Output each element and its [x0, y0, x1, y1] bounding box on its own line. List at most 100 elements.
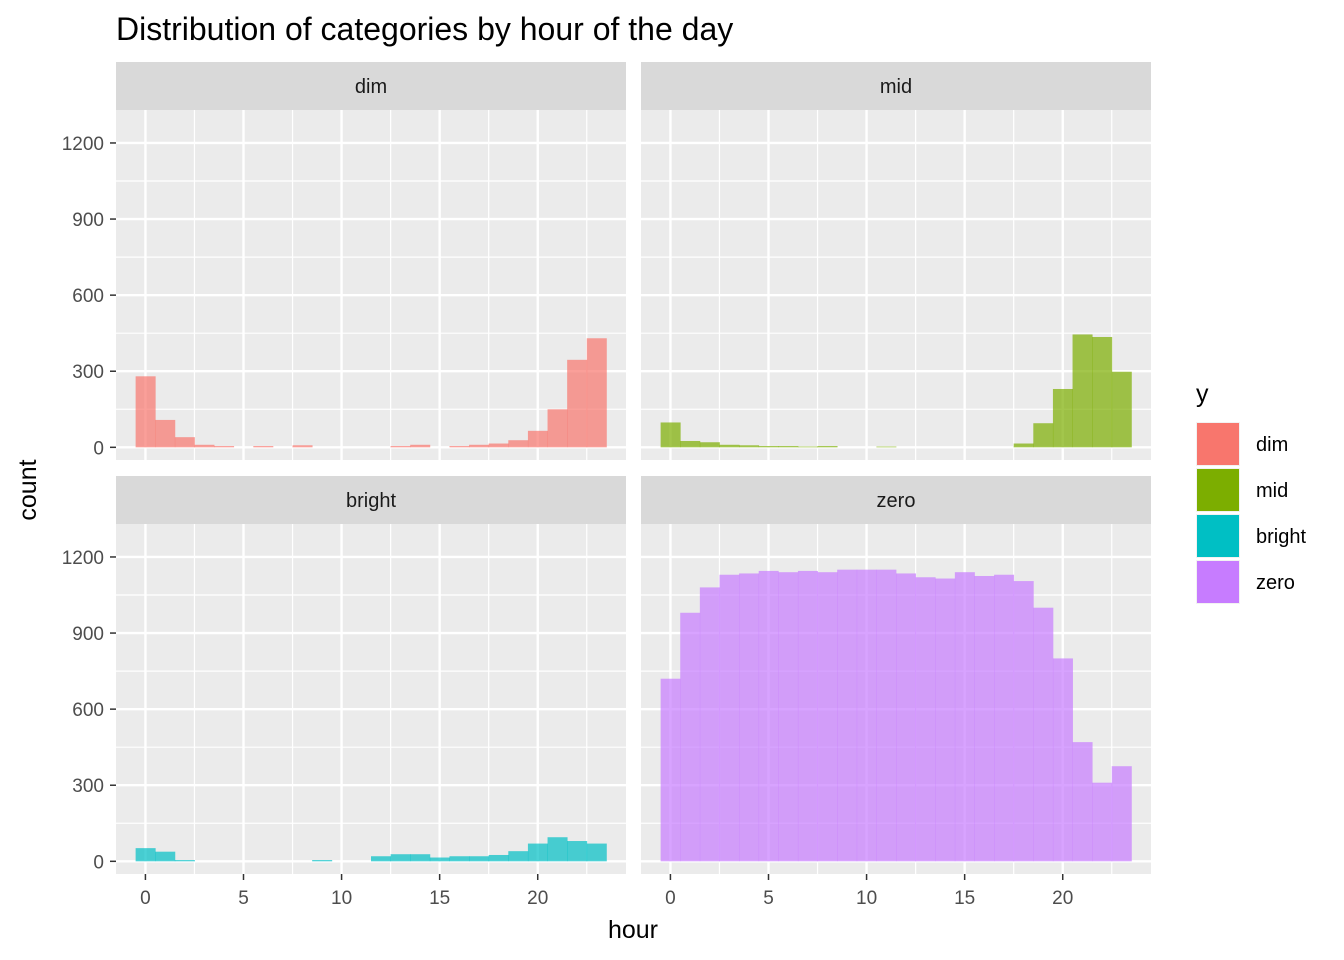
bar-dim-2 — [174, 437, 195, 448]
strip-dim — [116, 62, 626, 110]
bar-zero-11 — [876, 569, 897, 862]
bar-bright-1 — [155, 851, 176, 862]
bar-zero-2 — [699, 587, 720, 862]
bar-bright-19 — [508, 851, 529, 862]
bar-mid-6 — [778, 446, 799, 448]
bar-dim-20 — [527, 430, 548, 448]
bar-bright-16 — [449, 856, 470, 862]
strip-zero — [641, 476, 1151, 524]
bar-bright-20 — [527, 843, 548, 862]
strip-mid — [641, 62, 1151, 110]
bar-bright-0 — [135, 848, 156, 862]
bar-zero-14 — [935, 578, 956, 862]
y-tick-label: 0 — [93, 438, 104, 459]
legend-label-dim: dim — [1256, 434, 1288, 456]
legend-swatch-mid — [1197, 469, 1239, 511]
bar-bright-15 — [429, 857, 450, 862]
panel-bright: bright 0 300 600 900 1200 0 5 10 15 20 — [62, 476, 626, 909]
plot-background-dim — [116, 110, 626, 460]
y-tick-label: 0 — [93, 852, 104, 873]
x-tick-label: 20 — [527, 888, 548, 909]
chart-title: Distribution of categories by hour of th… — [116, 11, 733, 47]
bar-bright-17 — [469, 856, 490, 862]
bar-mid-19 — [1033, 423, 1054, 448]
bar-bright-22 — [567, 841, 588, 862]
bar-mid-7 — [797, 446, 818, 448]
y-tick-label: 900 — [72, 210, 104, 231]
bar-zero-1 — [680, 612, 701, 862]
bar-zero-6 — [778, 572, 799, 862]
bar-mid-4 — [739, 445, 760, 448]
x-tick-label: 0 — [665, 888, 676, 909]
x-tick-label: 10 — [331, 888, 352, 909]
bar-zero-13 — [915, 577, 936, 862]
legend: y dim mid bright zero — [1196, 380, 1306, 604]
bar-dim-6 — [253, 446, 274, 448]
bar-dim-14 — [410, 444, 431, 448]
bar-dim-16 — [449, 446, 470, 448]
panels: dim 0 300 600 900 1200 mid bright 0 300 600 900 1200… — [62, 62, 1151, 909]
y-tick-label: 1200 — [62, 134, 104, 155]
strip-label-bright: bright — [346, 490, 396, 512]
strip-label-zero: zero — [877, 490, 916, 512]
y-tick-label: 600 — [72, 700, 104, 721]
bar-bright-2 — [174, 860, 195, 862]
bar-mid-21 — [1072, 334, 1093, 448]
x-tick-label: 5 — [238, 888, 249, 909]
bar-bright-13 — [390, 854, 411, 862]
bar-zero-15 — [954, 572, 975, 862]
strip-label-dim: dim — [355, 76, 387, 98]
bar-mid-22 — [1092, 336, 1113, 448]
bar-zero-17 — [994, 574, 1015, 862]
bar-zero-7 — [797, 570, 818, 862]
bar-zero-21 — [1072, 742, 1093, 862]
strip-label-mid: mid — [880, 76, 912, 98]
bar-dim-0 — [135, 376, 156, 448]
bar-mid-8 — [817, 446, 838, 448]
panel-dim: dim 0 300 600 900 1200 — [62, 62, 626, 460]
bar-zero-5 — [758, 570, 779, 862]
bar-dim-3 — [194, 444, 215, 448]
x-tick-label: 0 — [140, 888, 151, 909]
x-tick-label: 10 — [856, 888, 877, 909]
y-tick-label: 300 — [72, 776, 104, 797]
legend-title: y — [1196, 380, 1209, 408]
y-tick-label: 1200 — [62, 548, 104, 569]
bar-zero-23 — [1111, 766, 1132, 862]
legend-label-mid: mid — [1256, 480, 1288, 502]
x-axis-title: hour — [608, 916, 658, 944]
bar-mid-18 — [1013, 443, 1034, 448]
bar-bright-9 — [312, 860, 333, 862]
bar-dim-8 — [292, 445, 313, 448]
bar-mid-0 — [660, 422, 681, 448]
bar-mid-5 — [758, 446, 779, 448]
bar-mid-23 — [1111, 371, 1132, 448]
bar-dim-21 — [547, 409, 568, 448]
legend-label-bright: bright — [1256, 526, 1306, 548]
y-axis-title: count — [14, 459, 42, 520]
x-tick-label: 15 — [429, 888, 450, 909]
bar-mid-20 — [1052, 388, 1073, 448]
bar-mid-11 — [876, 446, 897, 448]
bar-mid-2 — [699, 442, 720, 448]
bar-zero-22 — [1092, 782, 1113, 862]
bar-dim-18 — [488, 443, 509, 448]
bar-dim-1 — [155, 419, 176, 448]
panel-mid: mid — [641, 62, 1151, 460]
strip-bright — [116, 476, 626, 524]
bar-zero-9 — [837, 569, 858, 862]
bar-dim-4 — [214, 446, 235, 448]
bar-zero-3 — [719, 574, 740, 862]
bar-bright-18 — [488, 854, 509, 862]
legend-swatch-dim — [1197, 423, 1239, 465]
bar-bright-12 — [371, 856, 392, 862]
panel-zero: zero 0 5 10 15 20 — [641, 476, 1151, 909]
bar-zero-19 — [1033, 607, 1054, 862]
legend-swatch-zero — [1197, 561, 1239, 603]
bar-zero-12 — [896, 573, 917, 862]
bar-mid-1 — [680, 440, 701, 448]
plot-background-bright — [116, 524, 626, 874]
bar-dim-19 — [508, 440, 529, 448]
bar-zero-8 — [817, 572, 838, 862]
